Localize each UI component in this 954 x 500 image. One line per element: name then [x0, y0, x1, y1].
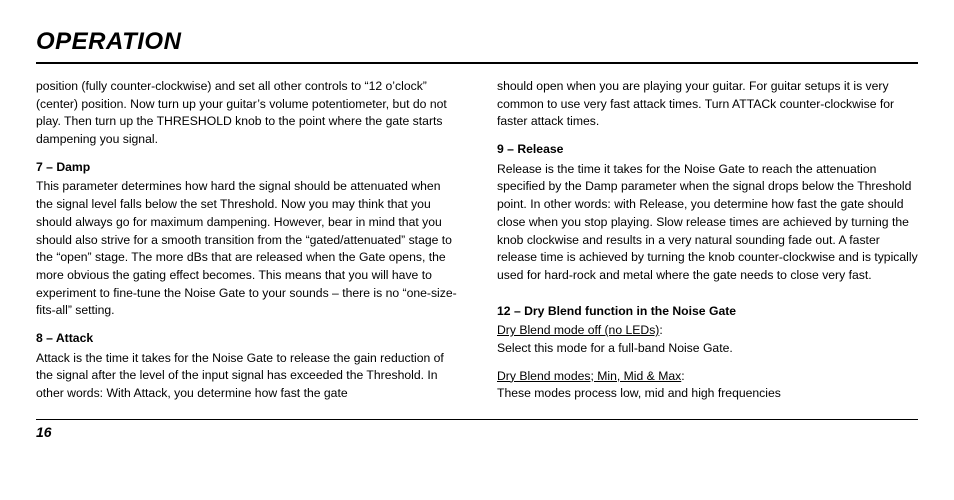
body-text: These modes process low, mid and high fr… — [497, 385, 918, 403]
body-text: position (fully counter-clockwise) and s… — [36, 78, 457, 149]
body-text: Dry Blend mode off (no LEDs): — [497, 322, 918, 340]
body-text: Dry Blend modes; Min, Mid & Max: — [497, 368, 918, 386]
page-title: OPERATION — [36, 28, 918, 64]
section-heading-dry-blend: 12 – Dry Blend function in the Noise Gat… — [497, 303, 918, 321]
section-heading-damp: 7 – Damp — [36, 159, 457, 177]
content-columns: position (fully counter-clockwise) and s… — [36, 78, 918, 413]
body-text: Release is the time it takes for the Noi… — [497, 161, 918, 285]
right-column: should open when you are playing your gu… — [497, 78, 918, 413]
left-column: position (fully counter-clockwise) and s… — [36, 78, 457, 413]
page-number: 16 — [36, 419, 918, 440]
document-page: OPERATION position (fully counter-clockw… — [0, 0, 954, 450]
underline-label: Dry Blend modes; Min, Mid & Max — [497, 369, 681, 383]
section-heading-release: 9 – Release — [497, 141, 918, 159]
body-text: should open when you are playing your gu… — [497, 78, 918, 131]
body-text: Attack is the time it takes for the Nois… — [36, 350, 457, 403]
underline-label: Dry Blend mode off (no LEDs) — [497, 323, 659, 337]
body-text: This parameter determines how hard the s… — [36, 178, 457, 320]
body-text: Select this mode for a full-band Noise G… — [497, 340, 918, 358]
section-heading-attack: 8 – Attack — [36, 330, 457, 348]
